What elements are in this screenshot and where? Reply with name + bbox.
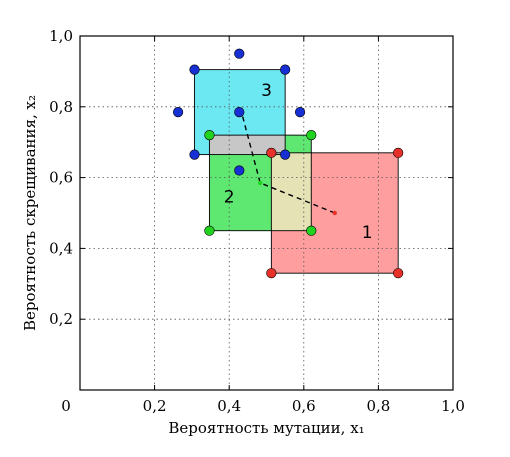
region-edges-layer <box>194 69 399 274</box>
region-1-center-point <box>332 210 337 216</box>
y-tick-label: 0,6 <box>49 169 73 187</box>
region-overlap-1-2 <box>271 152 312 231</box>
sample-point <box>294 107 306 118</box>
region-overlap-2-3 <box>209 135 286 155</box>
grid-layer <box>80 36 453 390</box>
region-3-point <box>189 64 200 75</box>
region-1-point <box>393 268 404 279</box>
sample-point <box>234 165 245 176</box>
path-layer <box>240 111 336 214</box>
region-1-point <box>266 268 277 279</box>
search-path-line <box>240 111 336 214</box>
region-2-center-point <box>257 180 263 186</box>
y-tick-label: 1,0 <box>49 27 73 45</box>
points-layer <box>172 48 404 279</box>
sample-point <box>172 107 184 118</box>
y-tick-label: 0,2 <box>49 310 73 328</box>
y-tick-label: 0,4 <box>49 239 73 257</box>
region-1-edge <box>270 152 399 274</box>
y-tick-label: 0,8 <box>49 98 73 116</box>
x-tick-label: 0,8 <box>366 397 390 415</box>
sample-point <box>234 48 245 59</box>
region-1-point <box>266 147 277 158</box>
region-3-point <box>189 149 200 160</box>
region-2-point <box>306 225 317 236</box>
region-2-point <box>204 225 215 236</box>
x-axis-title: Вероятность мутации, x₁ <box>168 419 364 437</box>
region-2-point <box>306 130 317 141</box>
region-1-point <box>393 147 404 158</box>
region-3-point <box>280 149 291 160</box>
region-2-label: 2 <box>224 187 235 207</box>
region-2-point <box>204 130 215 141</box>
region-labels-layer: 1 2 3 <box>224 81 373 243</box>
x-tick-label: 0,6 <box>292 397 316 415</box>
region-1-label: 1 <box>362 223 373 243</box>
y-axis-title: Вероятность скрещивания, x₂ <box>21 95 39 331</box>
region-2-edge <box>208 134 312 232</box>
x-tick-label: 0,2 <box>143 397 167 415</box>
x-tick-label: 0,4 <box>217 397 241 415</box>
sample-point <box>234 107 245 118</box>
region-3-edge <box>194 69 286 156</box>
plot-frame <box>79 35 454 391</box>
x-tick-label: 1,0 <box>441 397 465 415</box>
x-tick-label: 0 <box>61 397 71 415</box>
region-3-label: 3 <box>261 81 272 101</box>
ticks-layer: 0 0,2 0,4 0,6 0,8 1,0 0,2 0,4 0,6 0,8 1,0 <box>49 27 465 415</box>
region-3-point <box>280 64 291 75</box>
